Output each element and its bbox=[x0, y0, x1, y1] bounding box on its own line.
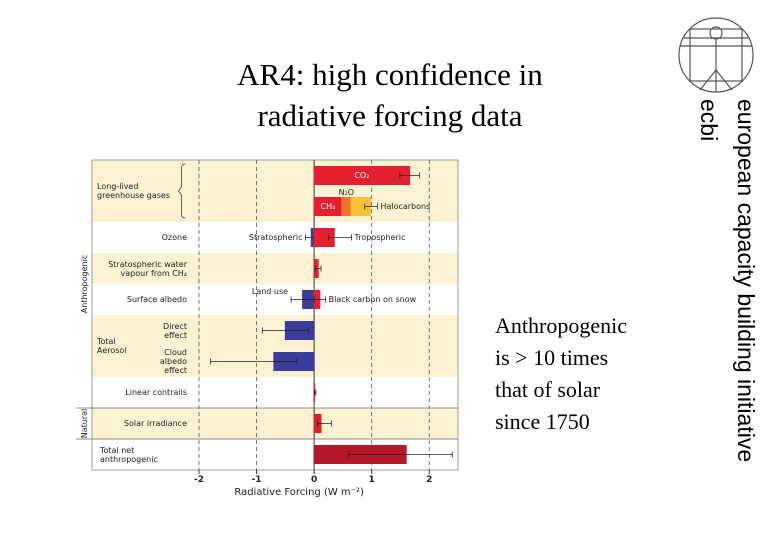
group-bracket bbox=[178, 163, 186, 219]
row-label: Cloud albedo effect bbox=[159, 348, 187, 375]
body-text: that of solar bbox=[495, 377, 601, 402]
bar bbox=[341, 197, 352, 216]
error-bar bbox=[364, 203, 378, 210]
slide-title: radiative forcing data bbox=[257, 98, 522, 133]
x-tick-label: 2 bbox=[426, 475, 432, 485]
row-background bbox=[92, 408, 458, 439]
segment-label: Black carbon on snow bbox=[329, 295, 417, 304]
error-bar bbox=[317, 420, 332, 427]
x-tick-label: 1 bbox=[369, 475, 375, 485]
segment-label: Tropospheric bbox=[354, 233, 406, 242]
slide-title: AR4: high confidence in bbox=[237, 57, 543, 92]
error-bar bbox=[314, 265, 322, 272]
error-bar bbox=[210, 358, 298, 365]
row-background bbox=[92, 222, 458, 253]
row-background bbox=[92, 191, 458, 222]
row-label: Ozone bbox=[161, 233, 187, 242]
row-background bbox=[92, 253, 458, 284]
error-bar bbox=[399, 172, 420, 179]
segment-label: Halocarbons bbox=[380, 202, 430, 211]
section-label: Natural bbox=[80, 409, 89, 439]
segment-label: CH₄ bbox=[321, 202, 336, 211]
error-bar bbox=[313, 389, 317, 396]
segment-label: Land use bbox=[252, 287, 288, 296]
row-label: Direct effect bbox=[163, 321, 187, 340]
segment-label: CO₂ bbox=[354, 171, 369, 180]
row-background bbox=[92, 284, 458, 315]
x-axis-label: Radiative Forcing (W m⁻²) bbox=[234, 487, 364, 498]
body-text: since 1750 bbox=[495, 409, 590, 434]
body-text: Anthropogenic bbox=[495, 313, 627, 338]
error-bar bbox=[261, 327, 309, 334]
body-text: is > 10 times bbox=[495, 345, 608, 370]
plot-frame bbox=[91, 159, 459, 471]
row-label: Stratospheric water vapour from CH₄ bbox=[108, 259, 187, 278]
side-text: european capacity building initiative bbox=[733, 99, 759, 462]
x-tick-label: -1 bbox=[252, 475, 262, 485]
x-tick-label: 0 bbox=[311, 475, 317, 485]
error-bar bbox=[348, 451, 453, 458]
side-text: ecbi bbox=[696, 99, 722, 141]
group-label: Long-lived greenhouse gases bbox=[97, 182, 171, 200]
segment-label: Stratospheric bbox=[249, 233, 303, 242]
row-label: Solar irradiance bbox=[123, 419, 187, 428]
x-tick-label: -2 bbox=[194, 475, 204, 485]
segment-label: N₂O bbox=[339, 188, 355, 197]
row-label: Linear contrails bbox=[125, 388, 187, 397]
row-background bbox=[92, 377, 458, 408]
error-bar bbox=[328, 234, 352, 241]
logo bbox=[678, 17, 754, 93]
error-bar bbox=[313, 296, 327, 303]
section-label: Anthropogenic bbox=[80, 255, 89, 313]
chart: -2 -1 0 1 2 Radiative Forcing (W m⁻²) Anthropo… bbox=[76, 159, 459, 498]
row-label: Surface albedo bbox=[126, 295, 187, 304]
group-label: Total Aerosol bbox=[97, 337, 127, 355]
row-label: Total net anthropogenic bbox=[100, 445, 158, 464]
